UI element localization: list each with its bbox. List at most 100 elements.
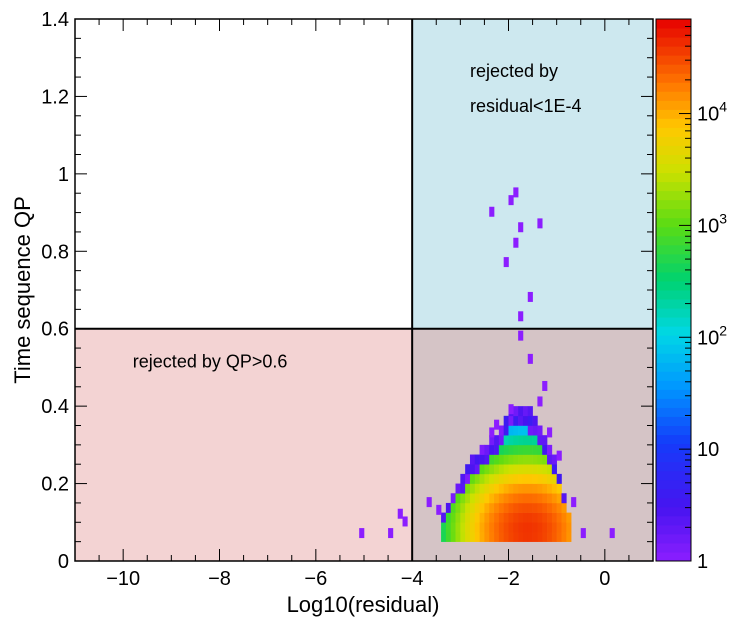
heatmap-cell xyxy=(494,444,500,455)
heatmap-cell xyxy=(508,473,514,484)
heatmap-cell xyxy=(518,502,524,513)
heatmap-cell xyxy=(522,444,529,455)
colorbar-tick-label: 1 xyxy=(697,551,708,573)
heatmap-cell xyxy=(441,531,447,542)
heatmap-cell xyxy=(479,531,485,542)
heatmap-cell xyxy=(522,435,529,446)
colorbar-segment xyxy=(656,226,691,237)
heatmap-cell xyxy=(508,493,514,504)
heatmap-cell xyxy=(518,483,524,494)
heatmap-cell xyxy=(489,454,495,465)
heatmap-cell xyxy=(498,435,504,446)
heatmap-cell xyxy=(547,473,553,484)
y-axis-title: Time sequence QP xyxy=(10,196,35,384)
colorbar-tick-label: 10 xyxy=(697,439,719,461)
colorbar-tick-exponent: 3 xyxy=(719,210,727,226)
heatmap-cell xyxy=(522,493,529,504)
heatmap-cell xyxy=(532,415,538,426)
heatmap-cell xyxy=(561,512,567,523)
heatmap-cell xyxy=(474,531,480,542)
heatmap-cell xyxy=(508,483,514,494)
colorbar-segment xyxy=(656,515,691,526)
heatmap-cell xyxy=(508,512,514,523)
colorbar-segment xyxy=(656,118,691,128)
heatmap-point xyxy=(518,311,524,322)
heatmap-cell xyxy=(542,454,548,465)
y-tick-label: 0 xyxy=(58,551,69,573)
heatmap-cell xyxy=(503,415,509,426)
heatmap-cell xyxy=(479,464,485,475)
heatmap-cell xyxy=(532,464,538,475)
colorbar-segment xyxy=(656,163,691,174)
heatmap-cell xyxy=(494,512,500,523)
heatmap-cell xyxy=(460,531,466,542)
heatmap-cell xyxy=(532,473,538,484)
heatmap-cell xyxy=(484,502,490,513)
colorbar-segment xyxy=(656,326,691,336)
heatmap-cell xyxy=(484,493,490,504)
heatmap-cell xyxy=(527,435,533,446)
heatmap-cell xyxy=(513,493,519,504)
heatmap-cell xyxy=(489,522,495,533)
heatmap-cell xyxy=(527,425,533,436)
colorbar-segment xyxy=(656,533,691,544)
heatmap-point xyxy=(402,516,408,527)
x-tick-label: −2 xyxy=(497,568,520,590)
heatmap-cell xyxy=(513,531,519,542)
colorbar-segment xyxy=(656,488,691,499)
heatmap-point xyxy=(426,497,432,508)
heatmap-cell xyxy=(513,406,519,417)
heatmap-point xyxy=(547,427,553,438)
heatmap-cell xyxy=(518,512,524,523)
heatmap-cell xyxy=(484,473,490,484)
heatmap-cell xyxy=(445,522,451,533)
heatmap-point xyxy=(527,353,533,364)
colorbar-segment xyxy=(656,82,691,92)
heatmap-cell xyxy=(484,444,490,455)
heatmap-cell xyxy=(503,493,509,504)
heatmap-cell xyxy=(527,454,533,465)
heatmap-cell xyxy=(494,464,500,475)
x-axis: −10 −8 −6 −4 −2 0 xyxy=(74,19,654,590)
colorbar-segment xyxy=(656,425,691,436)
heatmap-cell xyxy=(532,425,538,436)
heatmap-cell xyxy=(547,502,553,513)
heatmap-cell xyxy=(484,531,490,542)
heatmap-cell xyxy=(479,522,485,533)
heatmap-cell xyxy=(508,415,514,426)
heatmap-cell xyxy=(489,435,495,446)
colorbar-segment xyxy=(656,524,691,535)
heatmap-cell xyxy=(460,522,466,533)
colorbar-segment xyxy=(656,389,691,399)
heatmap-cell xyxy=(445,531,451,542)
heatmap-cell xyxy=(566,522,572,533)
heatmap-cell xyxy=(479,444,485,455)
heatmap-cell xyxy=(450,493,456,504)
heatmap-point xyxy=(537,218,543,229)
colorbar-segment xyxy=(656,46,691,56)
heatmap-cell xyxy=(503,531,509,542)
heatmap-cell xyxy=(537,473,543,484)
heatmap-point xyxy=(359,528,365,539)
heatmap-cell xyxy=(537,483,543,494)
region-rejected-residual xyxy=(412,19,653,329)
heatmap-cell xyxy=(518,406,524,417)
heatmap-cell xyxy=(498,444,504,455)
heatmap-cell xyxy=(469,512,476,523)
heatmap-point xyxy=(513,187,519,198)
colorbar-segment xyxy=(656,271,691,282)
heatmap-cell xyxy=(465,512,471,523)
y-tick-label: 0.8 xyxy=(41,241,69,263)
heatmap-cell xyxy=(518,473,524,484)
heatmap-cell xyxy=(498,473,504,484)
colorbar-tick-label: 104 xyxy=(697,99,727,126)
y-tick-label: 0.4 xyxy=(41,396,69,418)
colorbar-border xyxy=(655,18,692,562)
heatmap-cell xyxy=(551,483,557,494)
heatmap-cell xyxy=(561,493,567,504)
colorbar-segment xyxy=(656,64,691,74)
heatmap-cell xyxy=(542,512,548,523)
colorbar-tick-exponent: 2 xyxy=(719,322,727,338)
annotation-qp: rejected by QP>0.6 xyxy=(133,351,288,371)
heatmap-cell xyxy=(508,444,514,455)
